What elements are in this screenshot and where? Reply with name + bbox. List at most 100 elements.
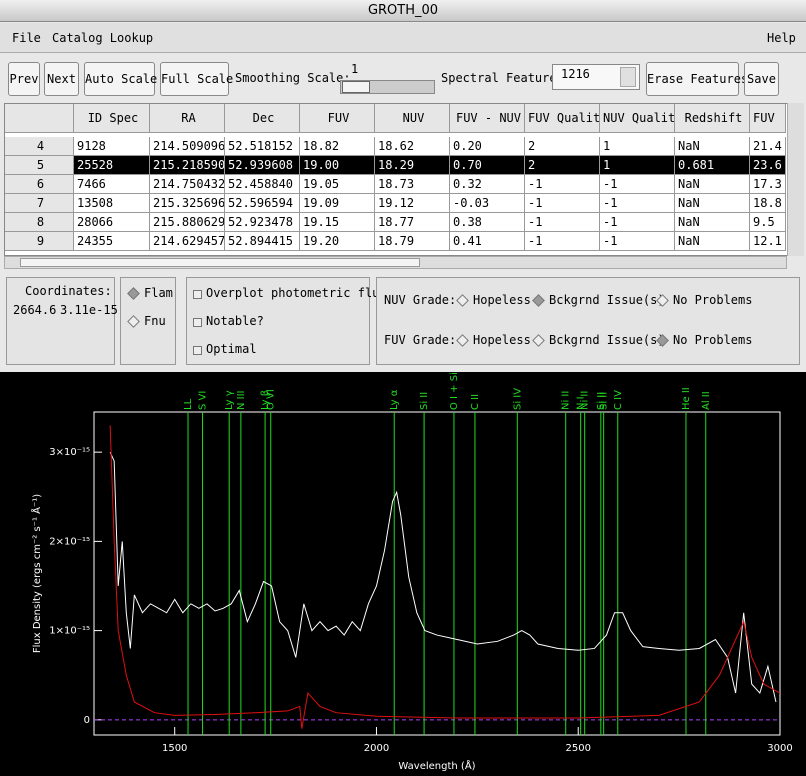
table-cell[interactable]: -1 bbox=[600, 175, 675, 194]
y-tick-label: 3×10⁻¹⁵ bbox=[49, 447, 90, 458]
table-cell[interactable]: 215.880629 bbox=[150, 213, 225, 232]
table-cell[interactable]: 52.923478 bbox=[225, 213, 300, 232]
column-header[interactable]: FUV - NUV bbox=[450, 104, 525, 133]
table-cell[interactable]: 52.458840 bbox=[225, 175, 300, 194]
table-cell[interactable]: 18.29 bbox=[375, 156, 450, 175]
table-cell[interactable]: 19.20 bbox=[300, 232, 375, 251]
row-header[interactable]: 6 bbox=[5, 175, 74, 194]
table-cell[interactable]: -1 bbox=[525, 175, 600, 194]
table-cell[interactable]: 28066 bbox=[74, 213, 150, 232]
table-cell[interactable]: 18.77 bbox=[375, 213, 450, 232]
table-cell[interactable]: 12.1 bbox=[750, 232, 786, 251]
table-cell[interactable]: NaN bbox=[675, 137, 750, 156]
table-cell[interactable]: 0.38 bbox=[450, 213, 525, 232]
table-cell[interactable]: 25528 bbox=[74, 156, 150, 175]
column-header[interactable]: Redshift bbox=[675, 104, 750, 133]
table-cell[interactable]: -1 bbox=[525, 194, 600, 213]
table-cell[interactable]: 0.41 bbox=[450, 232, 525, 251]
button[interactable]: Next bbox=[44, 62, 79, 96]
table-cell[interactable]: 0.70 bbox=[450, 156, 525, 175]
feature-label: Ni II bbox=[561, 391, 572, 410]
table-cell[interactable]: NaN bbox=[675, 232, 750, 251]
table-cell[interactable]: 24355 bbox=[74, 232, 150, 251]
table-cell[interactable]: 9128 bbox=[74, 137, 150, 156]
table-cell[interactable]: 0.681 bbox=[675, 156, 750, 175]
table-cell[interactable]: 52.596594 bbox=[225, 194, 300, 213]
table-cell[interactable]: 52.939608 bbox=[225, 156, 300, 175]
table-cell[interactable]: 2 bbox=[525, 156, 600, 175]
table-cell[interactable]: 215.325696 bbox=[150, 194, 225, 213]
checkbox[interactable] bbox=[193, 346, 202, 355]
feature-label: O I + Si II bbox=[449, 372, 460, 410]
table-cell[interactable]: 52.894415 bbox=[225, 232, 300, 251]
table-cell[interactable]: NaN bbox=[675, 213, 750, 232]
table-cell[interactable]: NaN bbox=[675, 175, 750, 194]
table-cell[interactable]: 1 bbox=[600, 137, 675, 156]
column-header[interactable]: NUV bbox=[375, 104, 450, 133]
column-header[interactable]: Dec bbox=[225, 104, 300, 133]
y-tick-label: 2×10⁻¹⁵ bbox=[49, 536, 90, 547]
table-cell[interactable]: 0.32 bbox=[450, 175, 525, 194]
y-tick-label: 1×10⁻¹⁵ bbox=[49, 626, 90, 637]
feature-label: N III bbox=[236, 390, 247, 410]
table-cell[interactable]: -1 bbox=[600, 194, 675, 213]
feature-label: Ly β bbox=[260, 390, 271, 410]
table-cell[interactable]: 19.00 bbox=[300, 156, 375, 175]
menu-item[interactable]: File bbox=[12, 31, 41, 45]
table-cell[interactable]: 18.79 bbox=[375, 232, 450, 251]
button[interactable]: Save bbox=[744, 62, 779, 96]
plot-frame bbox=[93, 411, 781, 736]
feature-label: O VI bbox=[266, 389, 277, 410]
table-cell[interactable]: 214.509096 bbox=[150, 137, 225, 156]
table-cell[interactable]: 18.73 bbox=[375, 175, 450, 194]
table-cell[interactable]: 19.15 bbox=[300, 213, 375, 232]
column-header[interactable]: NUV Quality bbox=[600, 104, 675, 133]
table-cell[interactable]: 19.12 bbox=[375, 194, 450, 213]
row-header[interactable]: 8 bbox=[5, 213, 74, 232]
table-cell[interactable]: 18.8 bbox=[750, 194, 786, 213]
column-header[interactable]: FUV Quality bbox=[525, 104, 600, 133]
combo-arrow bbox=[620, 67, 636, 87]
row-header[interactable]: 5 bbox=[5, 156, 74, 175]
row-header[interactable]: 4 bbox=[5, 137, 74, 156]
table-cell[interactable]: 215.218590 bbox=[150, 156, 225, 175]
table-cell[interactable]: -1 bbox=[525, 232, 600, 251]
column-header[interactable]: ID Spec bbox=[74, 104, 150, 133]
button[interactable]: Full Scale bbox=[160, 62, 233, 96]
table-cell[interactable]: 0.20 bbox=[450, 137, 525, 156]
menu-item[interactable]: Help bbox=[767, 31, 796, 45]
spectrum-line bbox=[109, 425, 780, 729]
table-cell[interactable]: 18.62 bbox=[375, 137, 450, 156]
checkbox[interactable] bbox=[193, 318, 202, 327]
table-cell[interactable]: 2 bbox=[525, 137, 600, 156]
table-cell[interactable]: 214.750432 bbox=[150, 175, 225, 194]
table-cell[interactable]: NaN bbox=[675, 194, 750, 213]
row-header[interactable]: 7 bbox=[5, 194, 74, 213]
table-cell[interactable]: 23.6 bbox=[750, 156, 786, 175]
table-cell[interactable]: -1 bbox=[600, 232, 675, 251]
menu-item[interactable]: Catalog Lookup bbox=[52, 31, 154, 45]
button[interactable]: Erase Features bbox=[646, 62, 748, 96]
table-cell[interactable]: 18.82 bbox=[300, 137, 375, 156]
checkbox[interactable] bbox=[193, 290, 202, 299]
table-cell[interactable]: 7466 bbox=[74, 175, 150, 194]
table-cell[interactable]: 13508 bbox=[74, 194, 150, 213]
table-cell[interactable]: 21.4 bbox=[750, 137, 786, 156]
table-cell[interactable]: 19.09 bbox=[300, 194, 375, 213]
column-header[interactable]: RA bbox=[150, 104, 225, 133]
table-cell[interactable]: 214.629457 bbox=[150, 232, 225, 251]
button[interactable]: Prev bbox=[8, 62, 40, 96]
table-cell[interactable]: -1 bbox=[600, 213, 675, 232]
table-cell[interactable]: 52.518152 bbox=[225, 137, 300, 156]
row-header[interactable]: 9 bbox=[5, 232, 74, 251]
column-header[interactable]: FUV bbox=[300, 104, 375, 133]
grade-label: FUV Grade: bbox=[384, 333, 457, 347]
table-cell[interactable]: 1 bbox=[600, 156, 675, 175]
button[interactable]: Auto Scale bbox=[84, 62, 157, 96]
table-cell[interactable]: 17.3 bbox=[750, 175, 786, 194]
table-cell[interactable]: -1 bbox=[525, 213, 600, 232]
table-cell[interactable]: 19.05 bbox=[300, 175, 375, 194]
table-cell[interactable]: -0.03 bbox=[450, 194, 525, 213]
table-cell[interactable]: 9.5 bbox=[750, 213, 786, 232]
column-header[interactable]: FUV bbox=[750, 104, 786, 133]
